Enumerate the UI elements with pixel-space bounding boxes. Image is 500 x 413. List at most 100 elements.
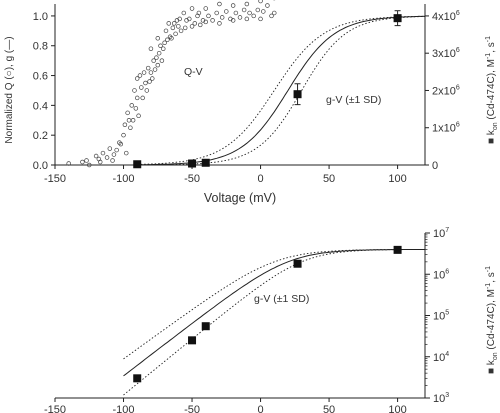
qv-point (163, 28, 169, 34)
top-right-y-ticks: 0 1x106 2x106 3x106 4x106 (425, 10, 460, 172)
qv-point (148, 46, 154, 51)
qv-point (136, 113, 141, 119)
qv-point (128, 125, 133, 130)
top-right-y-tick-label: 4x106 (432, 10, 460, 23)
qv-point (203, 6, 208, 11)
qv-point (134, 76, 140, 81)
top-x-tick-label: 100 (388, 173, 406, 185)
qv-point (140, 95, 145, 101)
qv-point (155, 36, 161, 41)
top-left-y-tick-label: 0.0 (33, 160, 48, 172)
top-gv-sd-line (137, 15, 425, 165)
top-x-tick-label: -50 (184, 173, 200, 185)
qv-point (182, 25, 188, 31)
qv-point (111, 152, 117, 157)
bottom-gv-annotation: g-V (±1 SD) (254, 293, 309, 305)
top-gv-fit-line (137, 15, 426, 166)
qv-point (272, 10, 277, 16)
qv-point (224, 9, 229, 14)
qv-point (219, 15, 225, 20)
qv-point (80, 159, 85, 165)
qv-point (206, 13, 211, 19)
qv-point (159, 58, 165, 63)
bottom-x-tick-label: -100 (113, 404, 135, 413)
qv-point (104, 155, 110, 160)
qv-point (144, 88, 150, 93)
kon-point (133, 160, 142, 169)
qv-point (139, 85, 144, 90)
top-curves (137, 15, 426, 166)
qv-annotation: Q-V (184, 66, 203, 78)
kon-point (293, 90, 302, 99)
qv-point (87, 162, 92, 168)
bottom-kon-points (133, 245, 402, 383)
qv-point (217, 21, 222, 26)
qv-point (251, 13, 256, 19)
top-x-tick-label: -150 (44, 173, 66, 185)
qv-point (110, 158, 115, 163)
qv-point (84, 158, 89, 163)
qv-point (125, 110, 130, 116)
qv-point (126, 118, 132, 123)
qv-point (189, 24, 195, 29)
qv-point (107, 146, 113, 151)
top-x-tick-label: 50 (323, 173, 335, 185)
qv-point (214, 10, 219, 16)
qv-point (93, 153, 99, 159)
qv-point (261, 9, 266, 14)
qv-point (237, 15, 243, 20)
bottom-right-y-tick-label: 105 (433, 310, 449, 323)
qv-point (137, 73, 143, 78)
qv-point (118, 141, 124, 147)
qv-point (169, 36, 174, 41)
qv-point (132, 88, 137, 93)
top-x-tick-label: -100 (113, 173, 135, 185)
qv-point (198, 22, 203, 28)
qv-point (114, 147, 119, 153)
qv-point (258, 16, 263, 22)
qv-point (154, 55, 159, 60)
bottom-panel: -150 -100 -50 0 50 100 103 104 105 106 107 g-V (±… (44, 227, 499, 413)
qv-point (170, 25, 176, 31)
qv-point (247, 10, 252, 16)
qv-point (210, 18, 215, 23)
qv-point (178, 28, 184, 34)
bottom-x-tick-label: 50 (323, 404, 335, 413)
bottom-gv-sd-line (123, 249, 425, 396)
top-left-y-tick-label: 0.6 (33, 71, 48, 83)
qv-point (143, 80, 148, 86)
qv-point (258, 0, 263, 4)
top-right-y-tick-label: 1x106 (432, 122, 460, 135)
top-left-y-ticks: 0.0 0.2 0.4 0.6 0.8 1.0 (33, 11, 55, 172)
qv-point (181, 10, 187, 16)
qv-point (203, 19, 208, 25)
qv-point (230, 3, 236, 8)
top-gv-sd-line (137, 16, 425, 166)
top-right-y-axis-label: ■ kon (Cd-474C), M-1, s-1 (485, 36, 499, 144)
qv-point (152, 67, 158, 72)
qv-point (145, 65, 151, 71)
bottom-gv-sd-line (123, 249, 425, 360)
bottom-right-y-tick-label: 107 (433, 227, 449, 240)
bottom-x-tick-label: -150 (44, 404, 66, 413)
qv-point (129, 103, 134, 108)
qv-point (241, 7, 247, 13)
top-left-y-tick-label: 1.0 (33, 11, 48, 23)
kon-point (201, 158, 210, 167)
bottom-x-tick-label: 100 (388, 404, 406, 413)
top-x-tick-label: 0 (257, 173, 263, 185)
bottom-x-tick-label: 0 (257, 404, 263, 413)
qv-point (161, 46, 166, 51)
top-gv-annotation: g-V (±1 SD) (326, 94, 381, 106)
top-kon-points (133, 14, 402, 169)
qv-point (255, 7, 261, 13)
qv-point (100, 150, 106, 156)
qv-point (156, 50, 162, 56)
bottom-right-y-tick-label: 104 (433, 351, 449, 364)
bottom-kon-point (201, 322, 210, 331)
qv-point (66, 161, 71, 166)
bottom-kon-point (188, 336, 197, 345)
bottom-right-y-tick-label: 103 (433, 392, 449, 405)
qv-point (244, 16, 250, 22)
